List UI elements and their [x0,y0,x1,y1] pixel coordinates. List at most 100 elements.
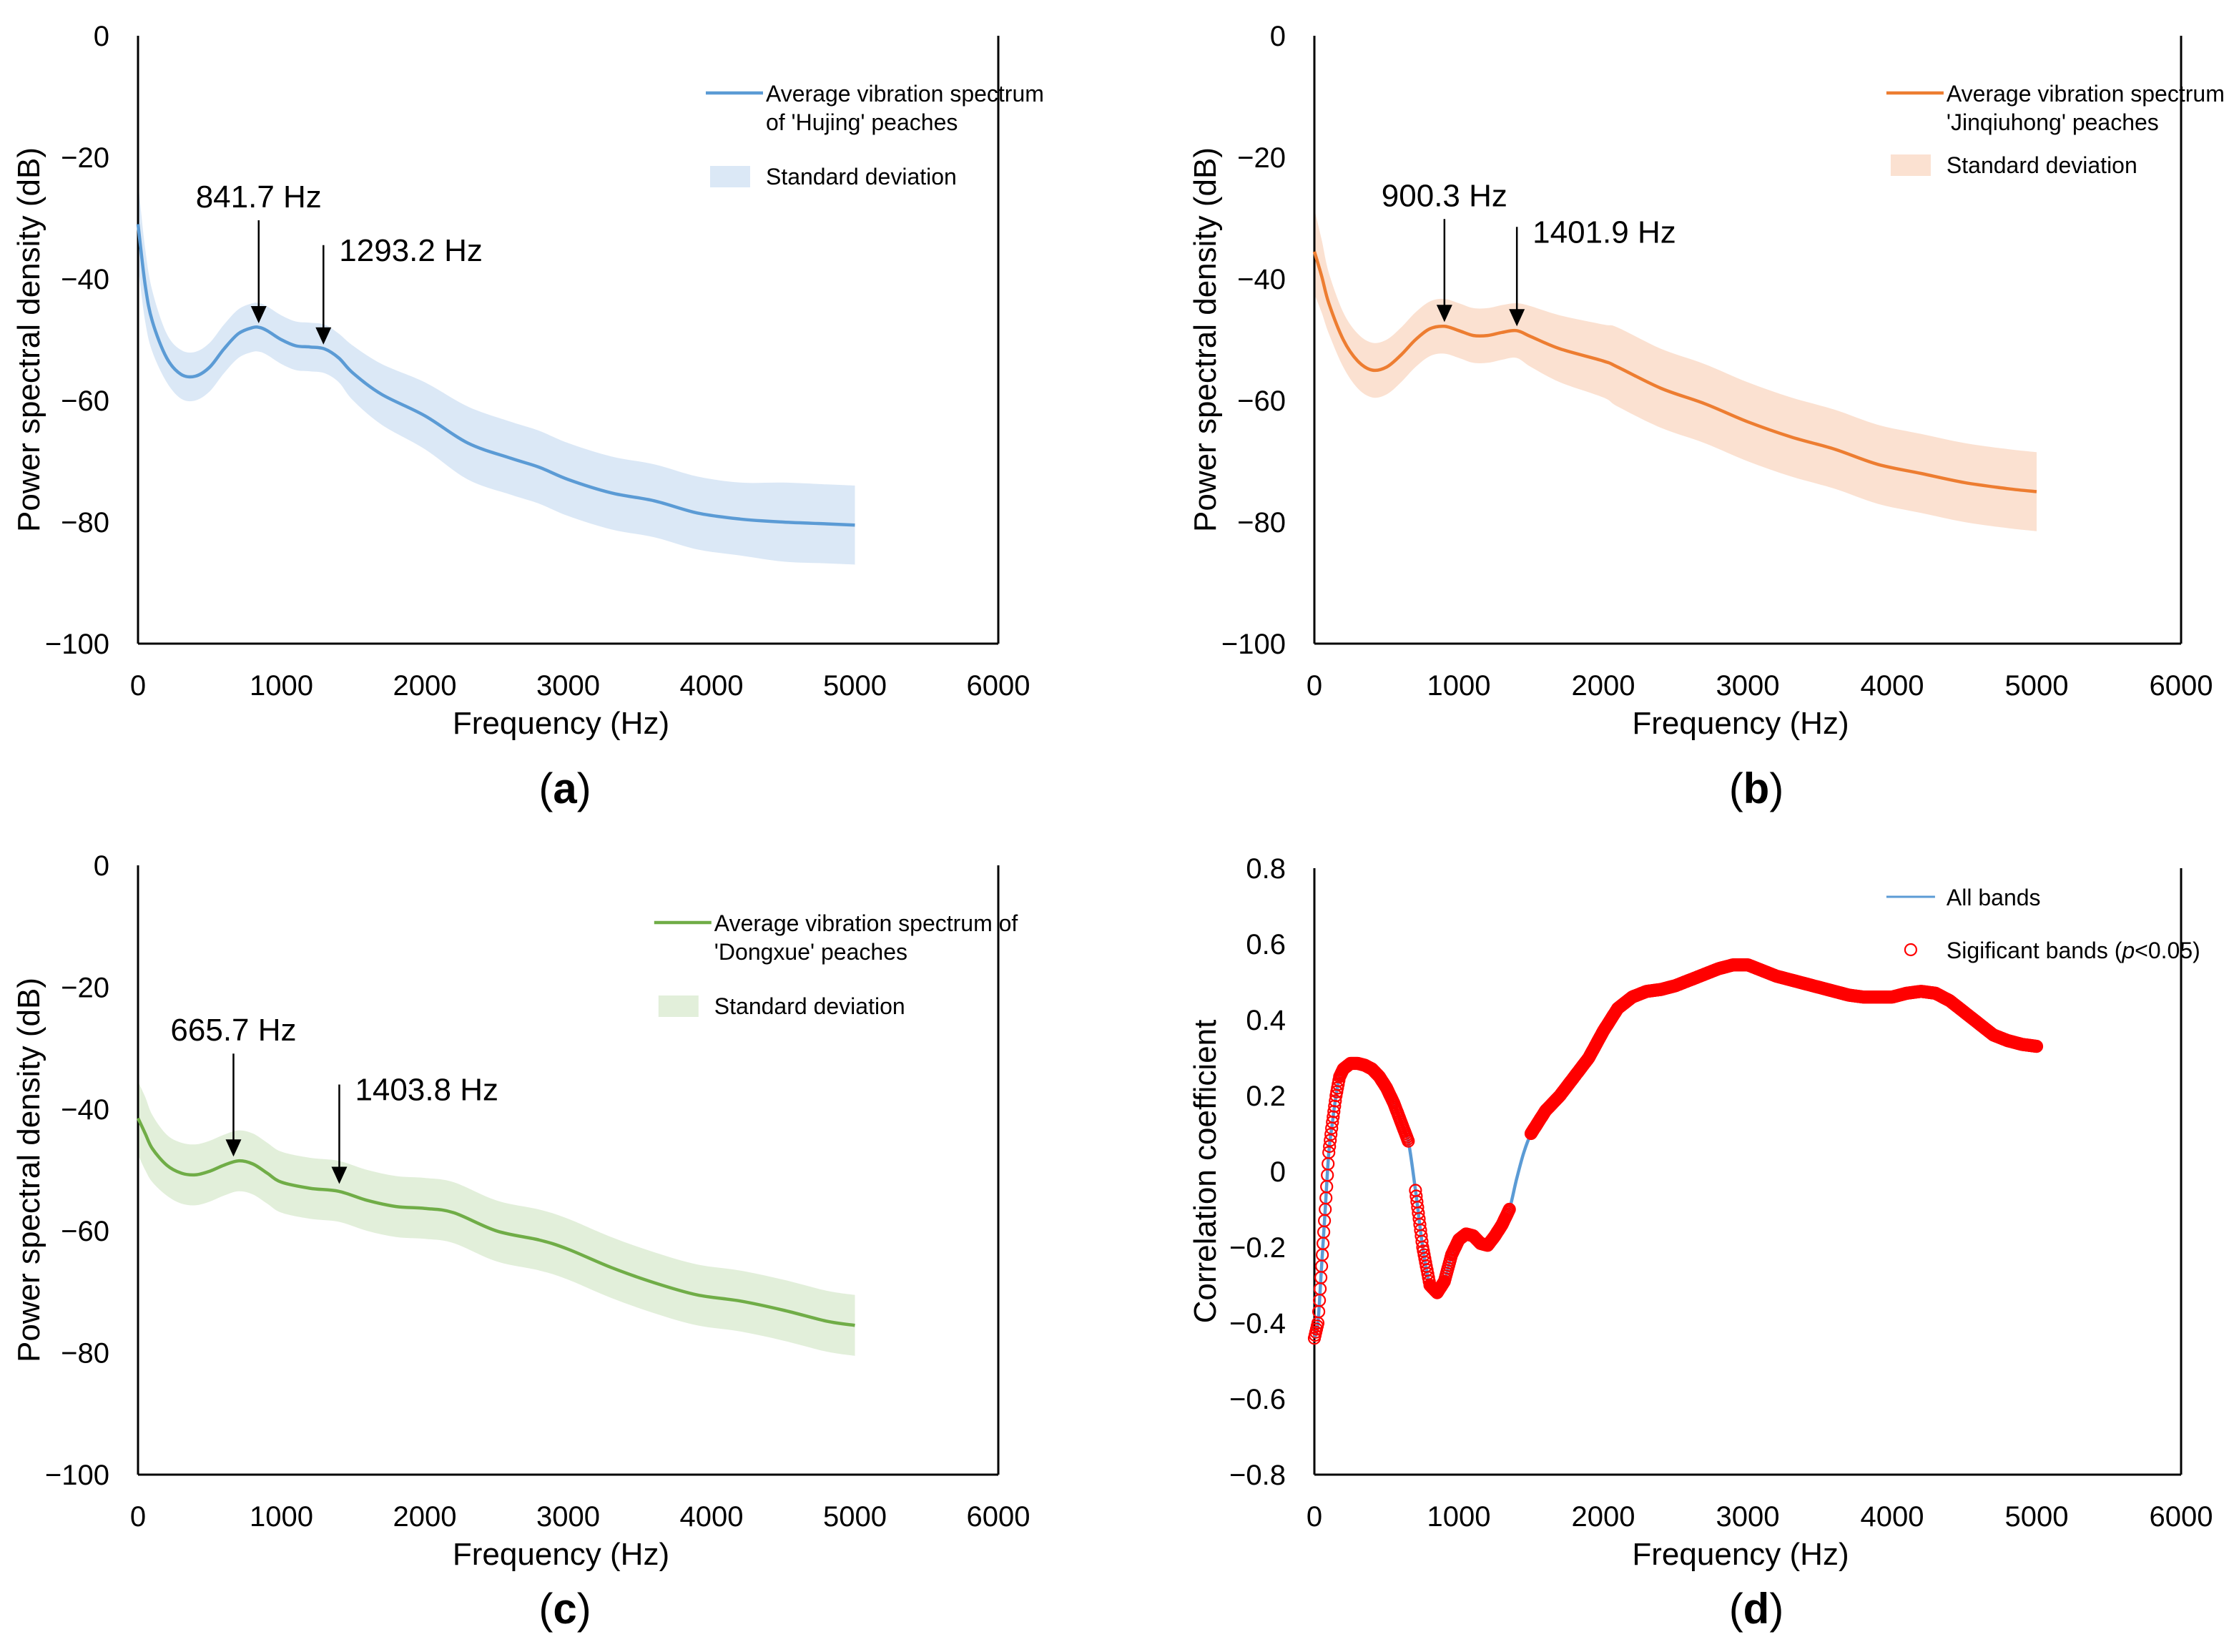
x-tick-label: 3000 [1716,670,1780,702]
x-tick-label: 1000 [250,1501,313,1533]
annotation-label: 1401.9 Hz [1532,215,1676,250]
legend-line-label: 'Jinqiuhong' peaches [1947,109,2159,135]
y-tick-label: −100 [1221,629,1286,660]
x-tick-label: 3000 [536,1501,600,1533]
panel-label-b: (b) [1728,764,1784,812]
legend: Average vibration spectrum of 'Dongxue' p… [654,910,1018,1019]
y-tick-label: −60 [1237,385,1286,417]
annotation-label: 841.7 Hz [196,180,322,215]
y-tick-label: −0.8 [1229,1460,1286,1491]
legend-band-swatch [658,995,699,1017]
x-axis-title: Frequency (Hz) [1632,706,1849,741]
x-axis-title: Frequency (Hz) [1632,1537,1849,1572]
series-line [136,224,855,527]
x-tick-label: 6000 [2150,1501,2213,1533]
legend: All bands Sigificant bands (p<0.05) [1886,885,2200,963]
legend-line-label: Average vibration spectrum of [1947,81,2229,107]
chart-panel-a: 0 1000 2000 3000 4000 5000 6000 0 −20 −40 −60 −80 −1… [11,21,1044,741]
x-tick-label: 4000 [1861,670,1924,702]
y-tick-label: −60 [61,1216,109,1247]
y-tick-label: 0.2 [1246,1081,1286,1112]
y-tick-label: −0.6 [1229,1384,1286,1415]
std-band [138,182,855,565]
significant-marker [1322,1146,1336,1159]
y-tick-label: −20 [61,972,109,1003]
panel-label-a: (a) [538,764,591,812]
legend-line-label: 'Dongxue' peaches [714,939,907,965]
significant-marker [1324,1127,1338,1141]
x-tick-label: 3000 [536,670,600,702]
annotation-label: 900.3 Hz [1382,178,1507,213]
x-tick-label: 0 [130,1501,146,1533]
x-tick-label: 4000 [680,670,744,702]
y-tick-label: 0.4 [1246,1005,1286,1036]
x-tick-label: 2000 [1572,670,1635,702]
y-axis-title: Correlation coefficient [1188,1020,1223,1324]
x-tick-label: 1000 [1427,1501,1491,1533]
significant-marker [2029,1039,2044,1053]
significant-marker [1402,1134,1415,1148]
significant-markers [1307,958,2044,1345]
std-band [1314,209,2037,531]
y-tick-label: −80 [1237,507,1286,539]
chart-panel-b: 0 1000 2000 3000 4000 5000 6000 0 −20 −40 −60 −80 −1… [1188,21,2229,741]
legend-band-swatch [1890,154,1931,176]
x-tick-label: 3000 [1716,1501,1780,1533]
x-tick-label: 5000 [823,1501,887,1533]
x-tick-label: 0 [1307,1501,1322,1533]
series-line [1312,251,2037,493]
annotation-arrowhead [225,1139,242,1157]
x-tick-label: 5000 [823,670,887,702]
y-tick-label: 0 [94,850,109,882]
y-tick-label: 0 [1270,1156,1286,1188]
annotation-arrowhead [331,1166,348,1184]
y-tick-label: −20 [1237,142,1286,174]
annotation-arrowhead [1509,309,1525,327]
annotation-arrowhead [250,306,267,323]
x-tick-label: 2000 [393,1501,457,1533]
y-tick-label: −40 [61,264,109,295]
series-line [136,1117,855,1327]
y-axis-title: Power spectral density (dB) [1188,147,1223,532]
series-line [1312,963,2037,1339]
y-tick-label: 0 [1270,21,1286,52]
annotation-label: 1293.2 Hz [339,233,483,268]
annotation-label: 665.7 Hz [170,1013,296,1048]
y-tick-label: −40 [61,1094,109,1126]
y-tick-label: −80 [61,1338,109,1370]
legend-band-label: Standard deviation [1947,152,2137,178]
significant-marker [1415,1234,1429,1249]
legend-marker-swatch [1904,943,1918,957]
significant-marker [1323,1139,1337,1154]
x-tick-label: 5000 [2005,1501,2069,1533]
x-tick-label: 5000 [2005,670,2069,702]
significant-marker [1324,1134,1337,1147]
x-tick-label: 2000 [1572,1501,1635,1533]
legend-line-label: Average vibration spectrum [766,81,1044,107]
legend-line-label: of 'Hujing' peaches [766,109,958,135]
legend: Average vibration spectrum of'Jinqiuhong… [1886,81,2229,178]
legend-band-label: Standard deviation [766,164,957,190]
panel-label-c: (c) [538,1585,591,1633]
x-tick-label: 0 [1307,670,1322,702]
annotation-arrowhead [1436,305,1452,323]
annotation-arrowhead [315,327,332,345]
x-tick-label: 1000 [1427,670,1491,702]
x-axis-title: Frequency (Hz) [453,1537,669,1572]
y-tick-label: −100 [45,1460,109,1491]
y-tick-label: 0.8 [1246,853,1286,885]
x-tick-label: 6000 [967,1501,1030,1533]
y-tick-label: −20 [61,142,109,174]
x-tick-label: 0 [130,670,146,702]
panel-label-d: (d) [1728,1585,1784,1633]
legend-line-label: Average vibration spectrum of [714,910,1018,936]
y-tick-label: −40 [1237,264,1286,295]
x-tick-label: 4000 [680,1501,744,1533]
y-tick-label: 0.6 [1246,929,1286,960]
x-tick-label: 6000 [967,670,1030,702]
y-tick-label: −60 [61,385,109,417]
legend-band-swatch [709,166,750,187]
y-tick-label: −100 [45,629,109,660]
